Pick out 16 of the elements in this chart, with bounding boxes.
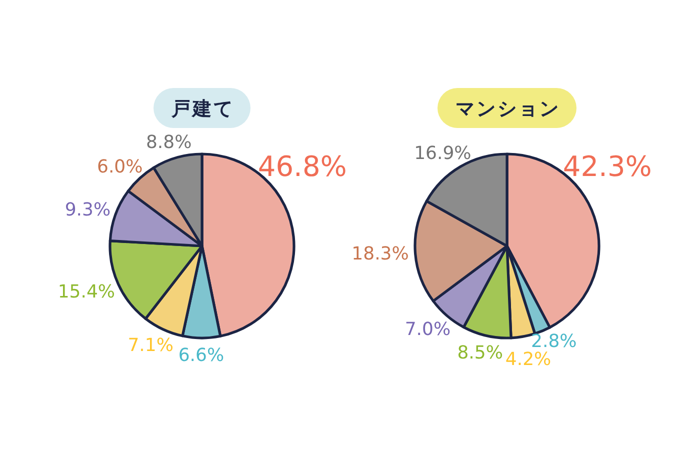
chart-title: マンション xyxy=(456,98,560,120)
data-label: 15.4% xyxy=(58,281,116,302)
data-label: 8.8% xyxy=(146,132,192,154)
data-label: 8.5% xyxy=(457,342,503,364)
data-label: 6.6% xyxy=(178,345,224,366)
data-label: 9.3% xyxy=(64,199,111,220)
data-label: 42.3% xyxy=(562,150,652,183)
data-label: 18.3% xyxy=(352,244,409,265)
data-label: 46.8% xyxy=(258,150,347,183)
data-label: 2.8% xyxy=(531,330,577,352)
data-label: 6.0% xyxy=(97,156,143,178)
data-label: 7.0% xyxy=(404,318,451,340)
data-label: 4.2% xyxy=(505,349,552,370)
chart-title: 戸建て xyxy=(170,98,234,120)
data-label: 7.1% xyxy=(128,334,174,356)
data-label: 16.9% xyxy=(414,142,472,164)
